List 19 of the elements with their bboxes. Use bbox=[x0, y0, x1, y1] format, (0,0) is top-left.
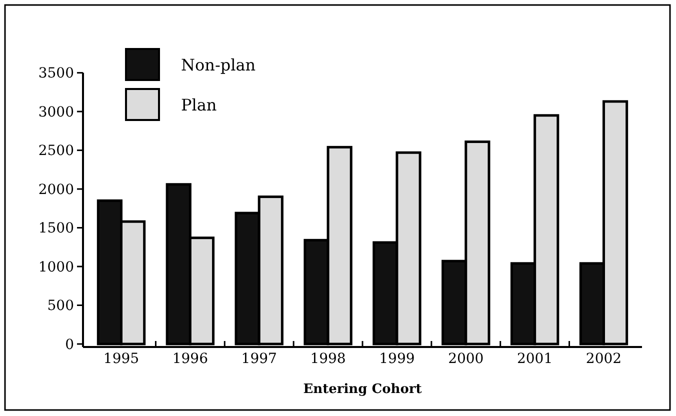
y-tick-label: 2500 bbox=[38, 143, 74, 160]
y-tick-label: 1500 bbox=[38, 220, 74, 237]
x-tick-label: 1998 bbox=[310, 351, 346, 367]
x-tick-label: 1996 bbox=[172, 351, 208, 367]
y-tick-label: 0 bbox=[65, 336, 74, 353]
y-tick-label: 3500 bbox=[38, 66, 74, 82]
y-tick-label: 500 bbox=[47, 298, 74, 314]
x-tick-label: 1995 bbox=[103, 351, 140, 367]
x-tick-label: 1997 bbox=[241, 351, 277, 367]
x-tick-label: 1999 bbox=[379, 351, 415, 367]
legend-label: Plan bbox=[181, 96, 217, 115]
x-tick-label: 2001 bbox=[517, 351, 553, 367]
x-tick-label: 2000 bbox=[448, 351, 484, 367]
x-tick-label: 2002 bbox=[586, 351, 622, 367]
y-tick-label: 2000 bbox=[38, 182, 74, 198]
legend-label: Non-plan bbox=[181, 56, 256, 75]
y-tick-label: 3000 bbox=[38, 104, 74, 120]
y-tick-label: 1000 bbox=[38, 259, 74, 276]
x-axis-title: Entering Cohort bbox=[303, 382, 422, 397]
